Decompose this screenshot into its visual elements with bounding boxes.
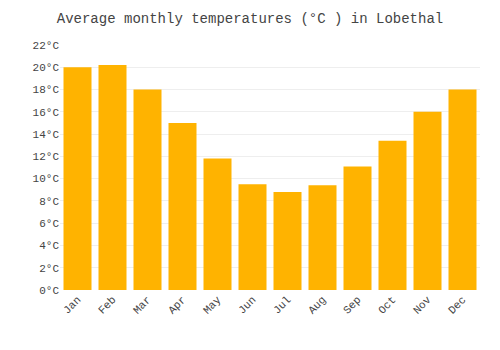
svg-text:Dec: Dec [446,294,468,316]
svg-text:14°C: 14°C [33,129,60,141]
svg-text:Jun: Jun [236,294,258,316]
svg-text:22°C: 22°C [33,40,60,52]
svg-text:18°C: 18°C [33,84,60,96]
svg-text:10°C: 10°C [33,173,60,185]
svg-text:Feb: Feb [96,294,118,316]
svg-text:Jul: Jul [271,294,293,316]
svg-text:Apr: Apr [166,294,188,316]
svg-text:Jan: Jan [61,294,83,316]
svg-text:16°C: 16°C [33,107,60,119]
svg-text:Average monthly temperatures (: Average monthly temperatures (°C ) in Lo… [57,11,443,27]
svg-text:Mar: Mar [131,294,153,316]
svg-text:2°C: 2°C [39,263,59,275]
svg-text:Oct: Oct [376,294,398,316]
svg-text:20°C: 20°C [33,62,60,74]
svg-text:Aug: Aug [306,294,328,316]
svg-text:May: May [201,294,224,317]
svg-text:Nov: Nov [411,294,434,317]
svg-text:8°C: 8°C [39,196,59,208]
svg-text:0°C: 0°C [39,285,59,297]
svg-text:4°C: 4°C [39,240,59,252]
svg-text:12°C: 12°C [33,151,60,163]
svg-text:6°C: 6°C [39,218,59,230]
svg-text:Sep: Sep [341,294,363,316]
